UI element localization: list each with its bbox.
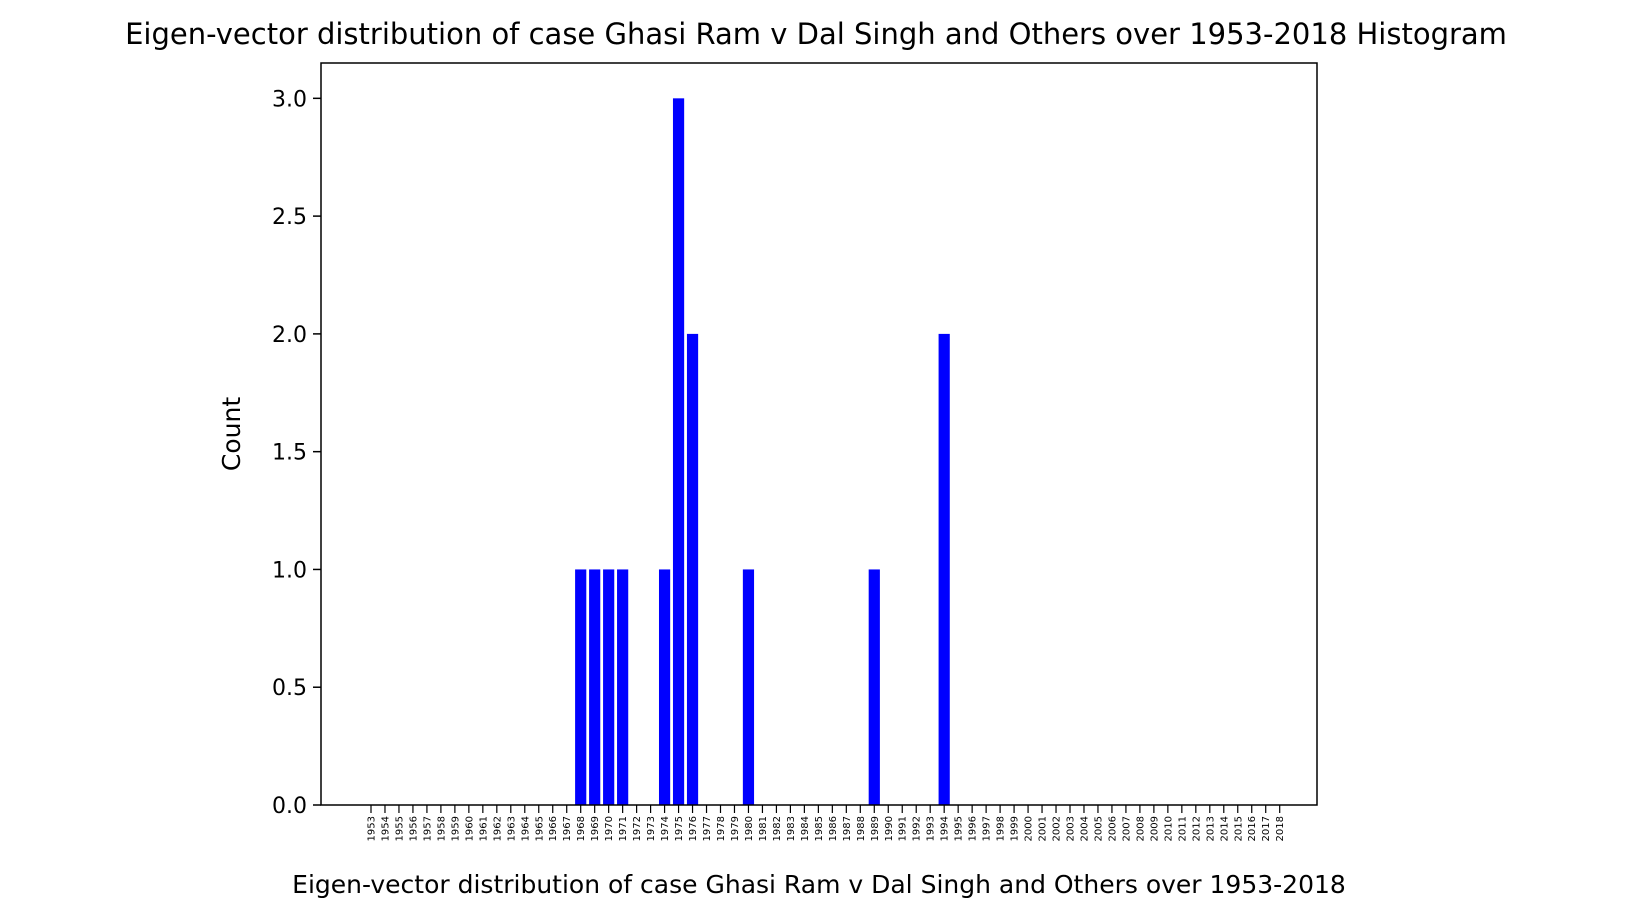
x-tick-label: 1984 — [800, 816, 811, 841]
chart-title: Eigen-vector distribution of case Ghasi … — [125, 17, 1507, 51]
x-tick-label: 1988 — [856, 816, 867, 841]
x-tick-label: 1987 — [842, 816, 853, 841]
y-tick-label: 0.5 — [272, 676, 307, 701]
x-tick-label: 2004 — [1079, 816, 1090, 841]
x-tick-label: 1998 — [996, 816, 1007, 841]
bar-1989 — [868, 569, 880, 805]
x-tick-label: 2001 — [1038, 816, 1049, 841]
x-tick-label: 1964 — [520, 816, 531, 841]
y-axis: 0.0 0.5 1.0 1.5 2.0 2.5 3.0 — [272, 87, 321, 819]
x-axis-label: Eigen-vector distribution of case Ghasi … — [292, 870, 1346, 899]
x-tick-label: 2014 — [1219, 816, 1230, 841]
x-tick-label: 1969 — [590, 816, 601, 841]
y-tick-label: 1.0 — [272, 558, 307, 583]
x-tick-label: 1978 — [716, 816, 727, 841]
x-tick-label: 2006 — [1107, 816, 1118, 841]
y-axis-label: Count — [217, 397, 246, 471]
x-tick-label: 2003 — [1066, 816, 1077, 841]
x-tick-label: 2009 — [1149, 816, 1160, 841]
x-tick-label: 2018 — [1275, 816, 1286, 841]
x-tick-label: 1956 — [408, 816, 419, 841]
x-tick-label: 1992 — [912, 816, 923, 841]
bar-1968 — [575, 569, 587, 805]
x-tick-label: 1985 — [814, 816, 825, 841]
bar-1971 — [617, 569, 629, 805]
x-tick-label: 1973 — [646, 816, 657, 841]
bars-group — [575, 98, 950, 805]
x-tick-label: 1979 — [730, 816, 741, 841]
x-tick-label: 1970 — [604, 816, 615, 841]
x-tick-label: 1976 — [688, 816, 699, 841]
x-tick-label: 2007 — [1121, 816, 1132, 841]
x-tick-label: 1961 — [478, 816, 489, 841]
y-tick-label: 3.0 — [272, 87, 307, 112]
x-tick-label: 1958 — [436, 816, 447, 841]
x-tick-label: 1986 — [828, 816, 839, 841]
x-tick-label: 1968 — [576, 816, 587, 841]
x-tick-label: 1982 — [772, 816, 783, 841]
x-tick-label: 1975 — [674, 816, 685, 841]
x-tick-label: 1957 — [422, 816, 433, 841]
x-tick-label: 1962 — [492, 816, 503, 841]
x-tick-label: 1981 — [758, 816, 769, 841]
x-tick-label: 2013 — [1205, 816, 1216, 841]
y-tick-label: 2.0 — [272, 323, 307, 348]
bar-1970 — [603, 569, 615, 805]
x-tick-label: 1965 — [534, 816, 545, 841]
x-axis: 1953 1954 1955 1956 1957 1958 1959 1960 1961 1962… — [367, 805, 1286, 841]
x-tick-label: 2010 — [1163, 816, 1174, 841]
x-tick-label: 2011 — [1177, 816, 1188, 841]
x-tick-label: 2005 — [1093, 816, 1104, 841]
x-tick-label: 1994 — [940, 816, 951, 841]
x-tick-label: 1954 — [380, 816, 391, 841]
x-tick-label: 1972 — [632, 816, 643, 841]
x-tick-label: 1963 — [506, 816, 517, 841]
x-tick-label: 2012 — [1191, 816, 1202, 841]
x-tick-label: 1980 — [744, 816, 755, 841]
x-tick-label: 1990 — [884, 816, 895, 841]
y-tick-label: 0.0 — [272, 794, 307, 819]
x-tick-label: 1960 — [464, 816, 475, 841]
bar-1980 — [742, 569, 755, 805]
x-tick-label: 2008 — [1135, 816, 1146, 841]
x-tick-label: 2002 — [1052, 816, 1063, 841]
x-tick-label: 1997 — [982, 816, 993, 841]
bar-1969 — [589, 569, 601, 805]
bar-1975 — [672, 98, 685, 805]
x-tick-label: 1971 — [618, 816, 629, 841]
x-tick-label: 1995 — [954, 816, 965, 841]
x-tick-label: 1999 — [1010, 816, 1021, 841]
x-tick-label: 1983 — [786, 816, 797, 841]
x-tick-label: 1966 — [548, 816, 559, 841]
bar-1976 — [686, 333, 699, 805]
x-tick-label: 1991 — [898, 816, 909, 841]
x-tick-label: 1953 — [367, 816, 378, 841]
bar-1974 — [658, 569, 671, 805]
x-tick-label: 1967 — [562, 816, 573, 841]
x-tick-label: 2016 — [1247, 816, 1258, 841]
x-tick-label: 1996 — [968, 816, 979, 841]
y-tick-label: 1.5 — [272, 441, 307, 466]
y-tick-label: 2.5 — [272, 205, 307, 230]
x-tick-label: 1959 — [450, 816, 461, 841]
bar-1994 — [938, 333, 950, 805]
x-tick-label: 2017 — [1261, 816, 1272, 841]
x-tick-label: 1977 — [702, 816, 713, 841]
x-tick-label: 1955 — [394, 816, 405, 841]
x-tick-label: 2015 — [1233, 816, 1244, 841]
x-tick-label: 1974 — [660, 816, 671, 841]
x-tick-label: 1989 — [870, 816, 881, 841]
x-tick-label: 1993 — [926, 816, 937, 841]
x-tick-label: 2000 — [1024, 816, 1035, 841]
plot-frame — [320, 62, 1318, 806]
